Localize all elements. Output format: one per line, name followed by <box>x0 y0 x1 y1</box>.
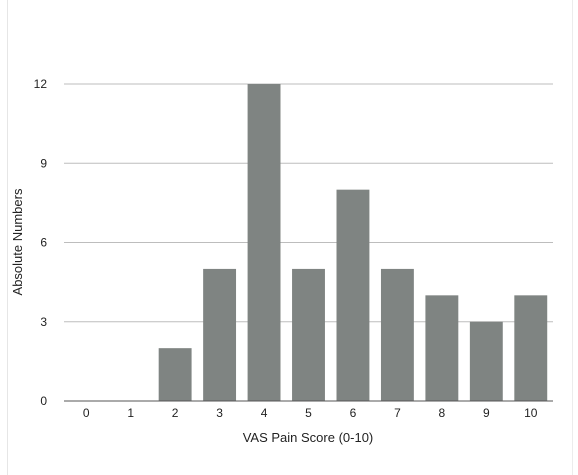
bar-10 <box>514 295 548 401</box>
x-tick-label: 8 <box>439 406 446 420</box>
bar-3 <box>203 268 237 401</box>
bars <box>158 84 548 401</box>
x-tick-label: 0 <box>83 406 90 420</box>
frame-left-border <box>7 0 8 475</box>
bar-5 <box>292 268 325 401</box>
y-tick-label: 6 <box>40 236 47 250</box>
x-axis-title: VAS Pain Score (0-10) <box>243 430 374 445</box>
y-tick-label: 0 <box>40 394 47 408</box>
x-tick-labels: 0 1 2 3 4 5 6 7 8 9 10 <box>83 406 538 420</box>
y-tick-labels: 0 3 6 9 12 <box>34 77 48 408</box>
x-tick-label: 4 <box>261 406 268 420</box>
bar-6 <box>336 189 370 401</box>
y-tick-label: 9 <box>40 156 47 170</box>
x-tick-label: 1 <box>127 406 134 420</box>
y-axis-title: Absolute Numbers <box>10 188 25 295</box>
bar-4 <box>247 84 281 401</box>
bar-9 <box>469 321 503 401</box>
x-tick-label: 6 <box>350 406 357 420</box>
x-tick-label: 5 <box>305 406 312 420</box>
x-tick-label: 9 <box>483 406 490 420</box>
bar-7 <box>380 268 414 401</box>
bar-2 <box>158 348 192 401</box>
x-tick-label: 2 <box>172 406 179 420</box>
y-tick-label: 3 <box>40 315 47 329</box>
x-tick-label: 7 <box>394 406 401 420</box>
x-tick-label: 10 <box>524 406 538 420</box>
bar-8 <box>425 295 459 401</box>
frame-right-border <box>572 0 573 475</box>
x-tick-label: 3 <box>216 406 223 420</box>
y-tick-label: 12 <box>34 77 48 91</box>
